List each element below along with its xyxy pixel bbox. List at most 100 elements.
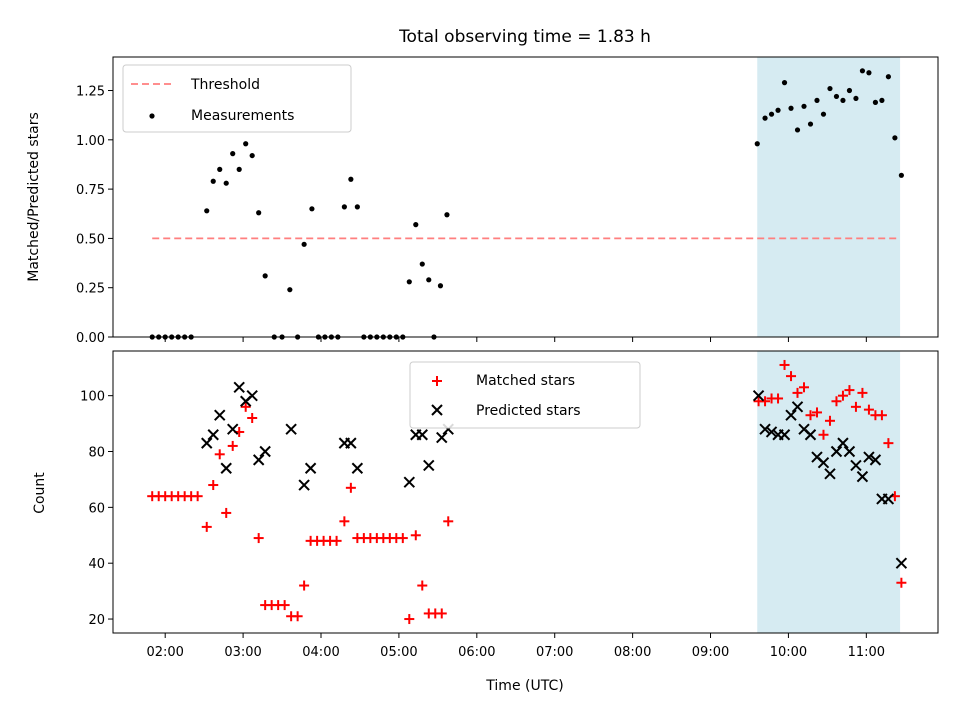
predicted-star-stroke xyxy=(259,445,271,458)
bottom-xtick-label: 03:00 xyxy=(224,645,261,660)
predicted-star-stroke xyxy=(811,451,823,463)
measurement-point xyxy=(406,279,412,285)
predicted-star-point xyxy=(850,459,862,472)
legend-threshold-label: Threshold xyxy=(190,77,260,93)
top-y-axis-label: Matched/Predicted stars xyxy=(26,112,42,282)
matched-star-point xyxy=(799,382,810,393)
predicted-star-stroke xyxy=(298,479,310,491)
measurement-point xyxy=(210,178,216,184)
matched-star-point xyxy=(221,507,232,518)
measurement-point xyxy=(820,111,827,117)
measurement-point xyxy=(794,127,801,133)
matched-star-point xyxy=(818,429,829,440)
measurement-point xyxy=(301,241,307,247)
predicted-star-stroke xyxy=(817,456,830,469)
measurement-point xyxy=(846,87,853,94)
predicted-star-point xyxy=(233,381,245,394)
matched-star-point xyxy=(227,440,238,451)
predicted-star-stroke xyxy=(856,470,869,483)
matched-star-point xyxy=(896,577,907,588)
predicted-star-point xyxy=(869,454,882,466)
predicted-star-point xyxy=(895,557,908,569)
top-x-ticks xyxy=(164,337,867,342)
predicted-star-stroke xyxy=(830,445,843,458)
predicted-star-stroke xyxy=(345,437,357,449)
measurement-point xyxy=(788,105,794,111)
predicted-star-stroke xyxy=(843,445,856,458)
predicted-star-stroke xyxy=(233,381,245,394)
matched-star-point xyxy=(837,390,848,401)
matched-star-point xyxy=(824,415,835,426)
measurement-point xyxy=(879,97,885,103)
measurement-point xyxy=(204,208,210,214)
predicted-star-stroke xyxy=(416,429,428,441)
measurement-point xyxy=(859,68,866,74)
bottom-ytick-label: 40 xyxy=(88,557,105,572)
matched-star-point xyxy=(201,521,212,532)
measurement-point xyxy=(807,121,814,127)
predicted-star-point xyxy=(863,451,875,463)
matched-star-point xyxy=(279,600,290,611)
x-axis-label: Time (UTC) xyxy=(485,678,563,694)
matched-star-point xyxy=(792,387,803,398)
measurement-point xyxy=(437,283,444,289)
predicted-star-point xyxy=(227,423,239,435)
measurement-point xyxy=(866,70,872,76)
matched-star-point xyxy=(436,608,447,619)
bottom-y-ticks: 20 40 60 80 100 xyxy=(80,390,113,628)
bottom-xtick-label: 05:00 xyxy=(380,645,417,660)
top-ytick-label: 1.00 xyxy=(76,134,105,149)
predicted-star-stroke xyxy=(246,389,258,402)
measurement-point xyxy=(230,151,236,157)
predicted-star-stroke xyxy=(791,401,804,413)
matched-star-point xyxy=(208,480,219,491)
predicted-star-stroke xyxy=(207,429,219,441)
top-chart-title: Total observing time = 1.83 h xyxy=(398,27,651,47)
measurement-point xyxy=(754,141,760,147)
predicted-star-point xyxy=(285,423,297,435)
predicted-star-stroke xyxy=(778,429,791,441)
predicted-star-point xyxy=(830,445,843,458)
matched-star-point xyxy=(404,614,415,625)
matched-star-point xyxy=(417,580,428,591)
matched-star-point xyxy=(214,449,225,460)
measurement-point xyxy=(419,261,425,267)
measurement-point xyxy=(781,80,788,86)
measurement-point xyxy=(814,97,820,103)
predicted-star-point xyxy=(201,437,213,449)
predicted-star-point xyxy=(345,437,357,449)
matched-star-point xyxy=(850,401,861,412)
matched-star-point xyxy=(883,438,894,449)
matched-star-point xyxy=(779,359,790,370)
predicted-star-stroke xyxy=(869,454,882,466)
matched-star-point xyxy=(339,516,350,527)
measurement-point xyxy=(872,99,879,105)
bottom-legend-box xyxy=(409,361,641,429)
matched-star-point xyxy=(240,401,251,412)
predicted-star-stroke xyxy=(285,423,297,435)
bottom-legend: Matched stars Predicted stars xyxy=(409,361,641,429)
predicted-star-stroke xyxy=(863,451,875,463)
matched-star-point xyxy=(410,530,421,541)
matched-star-point xyxy=(857,387,868,398)
measurement-point xyxy=(249,152,255,159)
measurement-point xyxy=(827,85,833,92)
predicted-star-point xyxy=(759,423,771,435)
predicted-star-point xyxy=(351,462,364,474)
predicted-star-stroke xyxy=(220,462,232,474)
top-panel: 0.00 0.25 0.50 0.75 1.00 1.25 Matched/Predict… xyxy=(26,56,939,346)
bottom-x-ticks: 02:00 03:00 04:00 05:00 06:00 07:00 08:00 09:00… xyxy=(146,633,885,660)
matched-star-point xyxy=(331,535,342,546)
legend-predicted-label: Predicted stars xyxy=(476,403,581,419)
measurement-point xyxy=(262,273,268,279)
top-ytick-label: 0.75 xyxy=(76,183,105,198)
bottom-xtick-label: 04:00 xyxy=(302,645,339,660)
predicted-star-stroke xyxy=(252,454,265,466)
bottom-xtick-label: 02:00 xyxy=(146,645,183,660)
matched-star-point xyxy=(760,396,771,407)
predicted-star-point xyxy=(304,462,317,474)
bottom-xtick-label: 10:00 xyxy=(770,645,807,660)
predicted-star-point xyxy=(824,468,836,480)
legend-matched-label: Matched stars xyxy=(476,373,575,389)
predicted-star-stroke xyxy=(824,468,836,480)
